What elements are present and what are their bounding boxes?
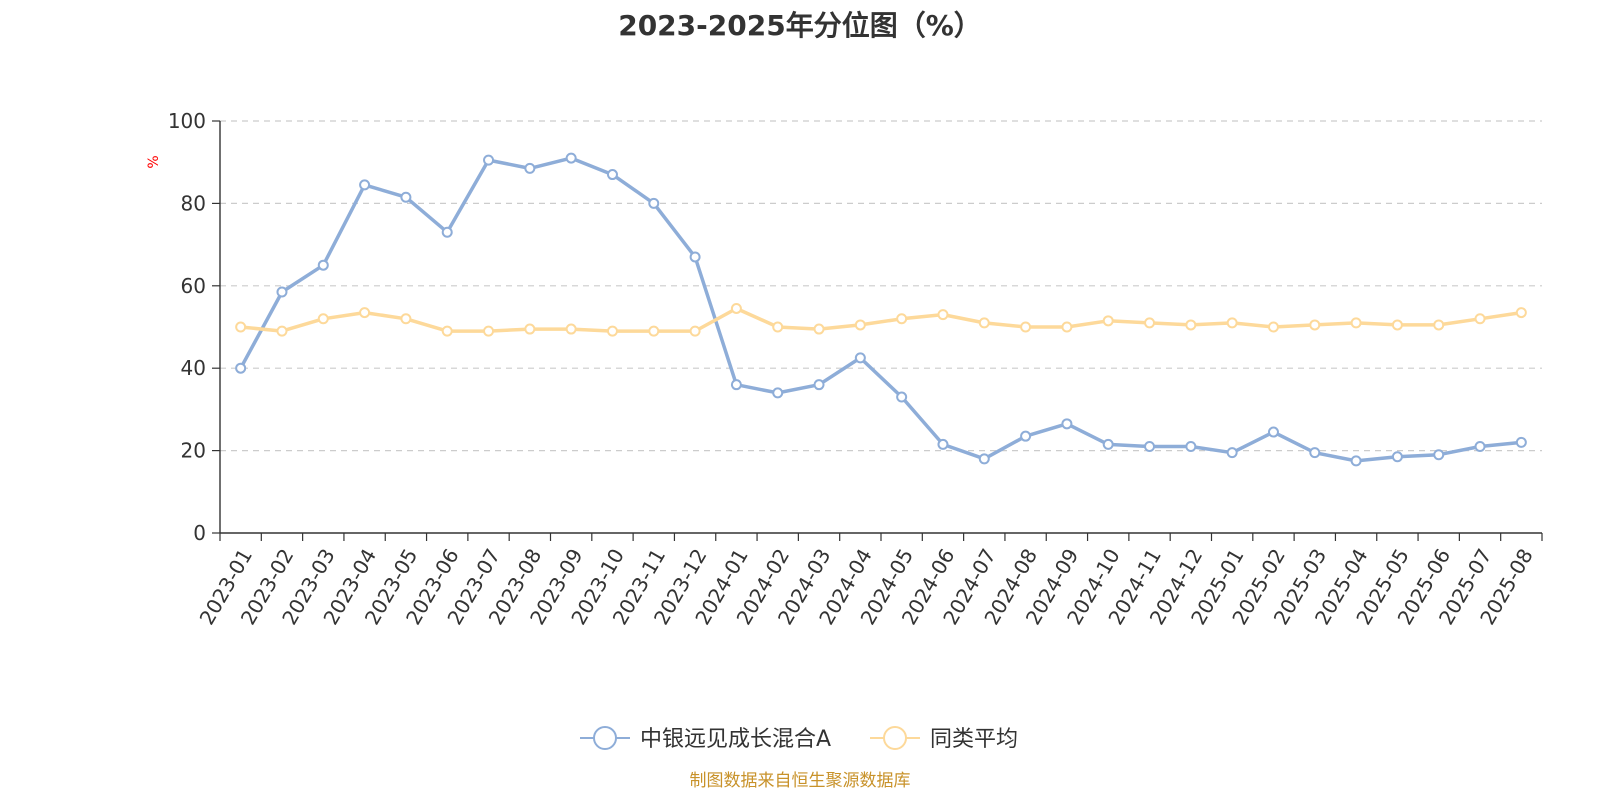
series-2-point (1226, 317, 1238, 329)
series-1-point (1020, 430, 1032, 442)
series-2-point (1474, 313, 1486, 325)
series-1-point (1474, 440, 1486, 452)
series-2-point (1144, 317, 1156, 329)
legend-marker-1 (593, 726, 617, 750)
series-1-point (896, 391, 908, 403)
y-tick-label: 80 (181, 191, 206, 215)
series-1-point (441, 226, 453, 238)
series-line-2 (238, 306, 1524, 333)
legend-label-2: 同类平均 (930, 727, 1018, 752)
series-2-point (1515, 307, 1527, 319)
series-2-point (565, 323, 577, 335)
series-1-point (1144, 440, 1156, 452)
series-2-point (1185, 319, 1197, 331)
legend-marker-2 (883, 726, 907, 750)
series-1-point (978, 453, 990, 465)
series-2-point (235, 321, 247, 333)
series-1-point (235, 362, 247, 374)
series-2-point (483, 325, 495, 337)
series-2-point (1020, 321, 1032, 333)
series-2-point (359, 307, 371, 319)
series-1-point (772, 387, 784, 399)
series-2-point (689, 325, 701, 337)
series-2-point (896, 313, 908, 325)
series-1-point (524, 162, 536, 174)
source-note: 制图数据来自恒生聚源数据库 (689, 771, 911, 791)
y-tick-label: 20 (181, 439, 206, 463)
series-1-point (689, 251, 701, 263)
y-axis-label: % (146, 155, 162, 168)
series-2-point (1391, 319, 1403, 331)
series-line-1 (238, 156, 1524, 463)
series-1-point (483, 154, 495, 166)
series-2-point (524, 323, 536, 335)
series-1-point (317, 259, 329, 271)
series-1-point (606, 169, 618, 181)
series-1-point (1391, 451, 1403, 463)
series-1-point (1061, 418, 1073, 430)
legend: 中银远见成长混合A 同类平均 (580, 726, 1018, 752)
series-2-point (1267, 321, 1279, 333)
series-1-point (730, 379, 742, 391)
series-2-point (276, 325, 288, 337)
series-1-point (648, 197, 660, 209)
series-2-point (1350, 317, 1362, 329)
chart-title: 2023-2025年分位图（%） (618, 9, 982, 42)
series-2-point (730, 302, 742, 314)
series-1-point (565, 152, 577, 164)
y-tick-label: 40 (181, 356, 206, 380)
y-tick-label: 0 (193, 521, 206, 545)
series-1-point (813, 379, 825, 391)
series-1-point (1267, 426, 1279, 438)
y-tick-label: 60 (181, 274, 206, 298)
series-1-point (1515, 436, 1527, 448)
series-1-point (276, 286, 288, 298)
series-2-point (441, 325, 453, 337)
series-2-point (978, 317, 990, 329)
y-tick-label: 100 (168, 109, 206, 133)
series-2-point (813, 323, 825, 335)
legend-label-1: 中银远见成长混合A (640, 727, 831, 752)
series-2-point (317, 313, 329, 325)
series-1-point (854, 352, 866, 364)
series-2-point (400, 313, 412, 325)
series-1-point (1309, 447, 1321, 459)
series-2-point (772, 321, 784, 333)
series-1-point (1226, 447, 1238, 459)
series-1-point (1185, 440, 1197, 452)
series-2-point (854, 319, 866, 331)
series-2-point (1433, 319, 1445, 331)
series-1-point (359, 179, 371, 191)
series-1-point (1350, 455, 1362, 467)
series-2-point (1061, 321, 1073, 333)
series-1-point (937, 438, 949, 450)
series-1-point (1102, 438, 1114, 450)
series-2-point (937, 309, 949, 321)
series-1-point (400, 191, 412, 203)
series-2-point (1309, 319, 1321, 331)
series-2-point (606, 325, 618, 337)
series-2-point (1102, 315, 1114, 327)
series-1-point (1433, 449, 1445, 461)
series-2-point (648, 325, 660, 337)
